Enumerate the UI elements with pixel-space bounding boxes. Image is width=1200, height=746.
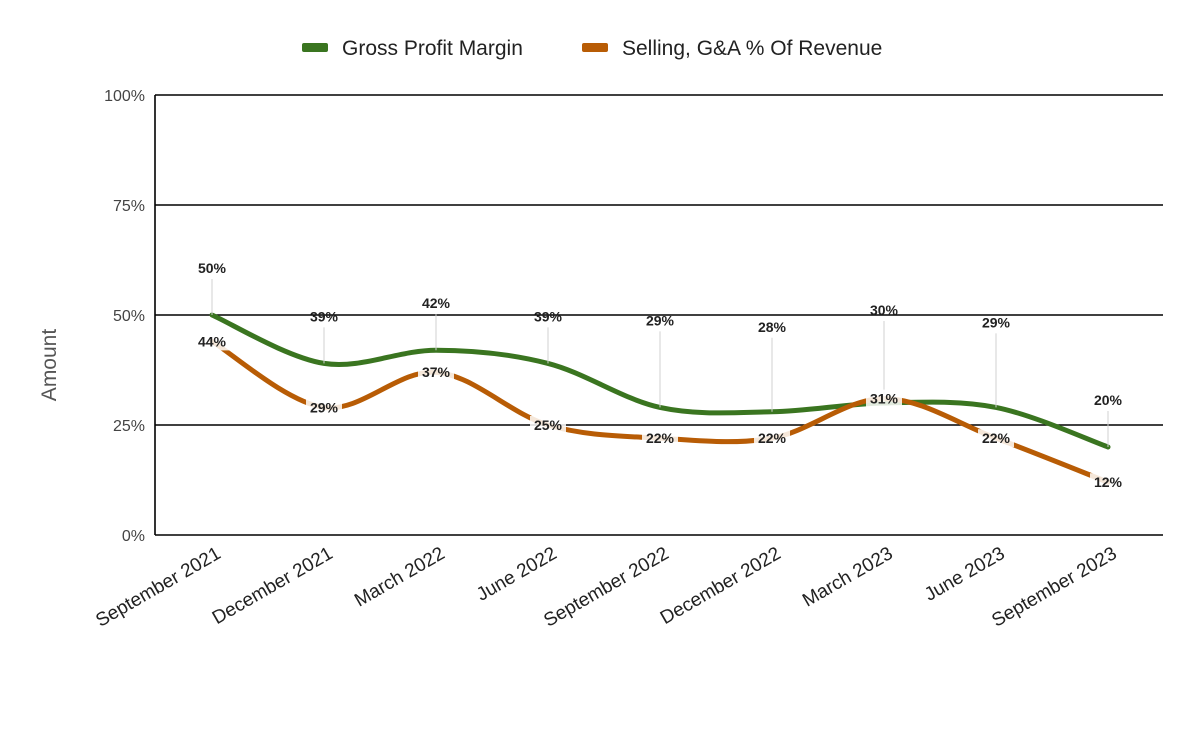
legend-swatch-selling-g-a-of-revenue: [582, 43, 608, 52]
data-label-gross-profit-margin-1: 39%: [310, 308, 339, 324]
x-tick-label-december-2022: December 2022: [657, 543, 785, 629]
data-label-gross-profit-margin-4: 29%: [646, 312, 675, 328]
x-tick-label-march-2022: March 2022: [351, 543, 448, 611]
data-label-selling-g-a-of-revenue-1: 29%: [310, 399, 339, 415]
data-label-bg: [642, 429, 678, 448]
data-labels: 50% 39% 42% 39% 29% 28% 30% 29% 20% 44% 29% 37% 25% 2…: [194, 260, 1126, 492]
y-tick-label-50: 50%: [113, 308, 145, 325]
x-tick-label-december-2021: December 2021: [209, 543, 337, 629]
y-axis-title: Amount: [38, 329, 61, 402]
legend-label-selling-g-a-of-revenue: Selling, G&A % Of Revenue: [622, 37, 882, 60]
data-label-bg: [754, 429, 790, 448]
x-tick-label-march-2023: March 2023: [799, 543, 896, 611]
data-label-bg: [1090, 473, 1126, 492]
x-tick-label-june-2022: June 2022: [473, 543, 560, 606]
y-axis: 0% 25% 50% 75% 100%: [104, 88, 156, 545]
data-label-selling-g-a-of-revenue-7: 22%: [982, 430, 1011, 446]
y-tick-label-25: 25%: [113, 418, 145, 435]
legend-swatch-gross-profit-margin: [302, 43, 328, 52]
x-tick-label-june-2023: June 2023: [921, 543, 1008, 606]
data-label-selling-g-a-of-revenue-0: 44%: [198, 333, 227, 349]
data-label-bg: [306, 398, 342, 417]
x-tick-label-september-2022: September 2022: [540, 543, 672, 631]
data-label-bg: [530, 416, 566, 434]
y-tick-label-0: 0%: [122, 528, 145, 545]
data-label-bg: [978, 429, 1014, 448]
y-tick-label-75: 75%: [113, 198, 145, 215]
y-tick-label-100: 100%: [104, 88, 145, 105]
data-label-bg: [194, 332, 230, 351]
data-label-bg: [418, 363, 454, 382]
data-label-gross-profit-margin-5: 28%: [758, 319, 787, 335]
data-label-gross-profit-margin-6: 30%: [870, 302, 899, 318]
data-label-gross-profit-margin-3: 39%: [534, 308, 563, 324]
data-label-gross-profit-margin-0: 50%: [198, 260, 227, 276]
legend-label-gross-profit-margin: Gross Profit Margin: [342, 37, 523, 60]
data-label-gross-profit-margin-8: 20%: [1094, 392, 1123, 408]
data-label-bg: [866, 389, 902, 408]
data-label-gross-profit-margin-7: 29%: [982, 314, 1011, 330]
data-label-selling-g-a-of-revenue-2: 37%: [422, 364, 451, 380]
x-tick-label-september-2023: September 2023: [988, 543, 1120, 631]
x-tick-label-september-2021: September 2021: [92, 543, 224, 631]
data-label-selling-g-a-of-revenue-5: 22%: [758, 430, 787, 446]
data-label-selling-g-a-of-revenue-4: 22%: [646, 430, 675, 446]
gridlines: [155, 94, 1163, 536]
data-label-selling-g-a-of-revenue-3: 25%: [534, 417, 563, 433]
legend: Gross Profit Margin Selling, G&A % Of Rev…: [302, 37, 882, 60]
data-label-selling-g-a-of-revenue-8: 12%: [1094, 474, 1123, 490]
data-label-gross-profit-margin-2: 42%: [422, 295, 451, 311]
data-label-selling-g-a-of-revenue-6: 31%: [870, 391, 899, 407]
